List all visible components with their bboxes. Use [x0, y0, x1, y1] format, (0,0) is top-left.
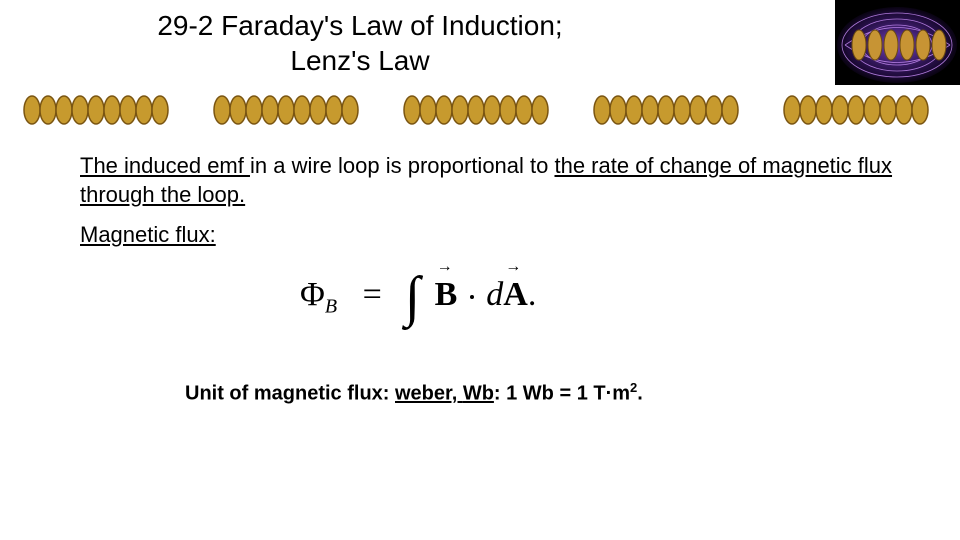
unit-rest: : 1 Wb = 1 T·m [494, 383, 630, 405]
flux-equation: ΦB = ∫ B dA. [300, 265, 536, 329]
coil-group [20, 92, 180, 128]
unit-prefix: Unit of magnetic flux: [185, 383, 395, 405]
title-line2: Lenz's Law [290, 45, 429, 76]
unit-line: Unit of magnetic flux: weber, Wb: 1 Wb =… [185, 380, 643, 406]
body-paragraph: The induced emf in a wire loop is propor… [80, 152, 900, 209]
coil-group [780, 92, 940, 128]
slide-title: 29-2 Faraday's Law of Induction; Lenz's … [0, 8, 720, 78]
coil-group [400, 92, 560, 128]
body-mid: in a wire loop is proportional to [250, 153, 555, 178]
eq-equals: = [363, 276, 382, 313]
u-induced-emf: The induced emf [80, 153, 250, 178]
eq-vec-b: B [435, 276, 458, 314]
eq-period: . [528, 276, 537, 313]
corner-solenoid-image [835, 0, 960, 85]
eq-vec-a: A [503, 276, 528, 314]
eq-phi: Φ [300, 276, 325, 313]
dot-product-icon [470, 295, 474, 299]
unit-wb: Wb [463, 383, 494, 405]
eq-sub-b: B [325, 296, 337, 318]
title-line1: 29-2 Faraday's Law of Induction; [157, 10, 562, 41]
magnetic-flux-label: Magnetic flux: [80, 222, 216, 248]
coil-divider [20, 92, 940, 132]
integral-icon: ∫ [405, 265, 420, 329]
unit-period: . [637, 383, 643, 405]
coil-group [590, 92, 750, 128]
coil-group [210, 92, 370, 128]
unit-weber: weber, [395, 383, 463, 405]
